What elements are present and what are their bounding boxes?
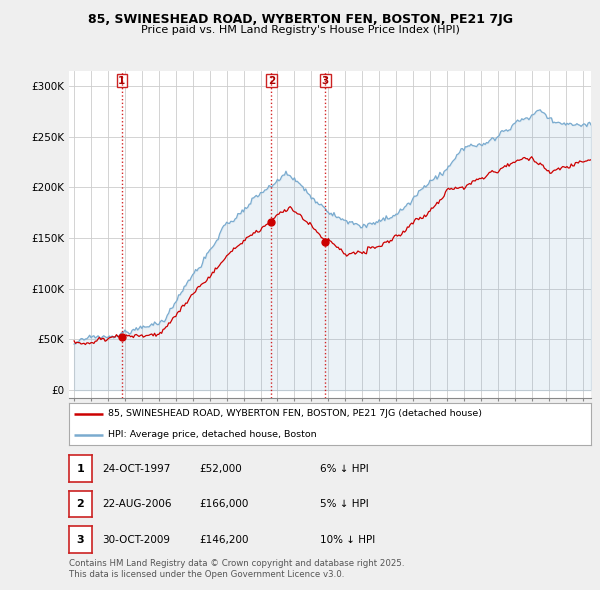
- Text: 3: 3: [77, 535, 84, 545]
- Text: 5% ↓ HPI: 5% ↓ HPI: [320, 499, 368, 509]
- Text: 85, SWINESHEAD ROAD, WYBERTON FEN, BOSTON, PE21 7JG: 85, SWINESHEAD ROAD, WYBERTON FEN, BOSTO…: [88, 13, 512, 26]
- Text: £146,200: £146,200: [200, 535, 250, 545]
- Text: £52,000: £52,000: [200, 464, 242, 474]
- Text: 1: 1: [77, 464, 84, 474]
- Text: 10% ↓ HPI: 10% ↓ HPI: [320, 535, 375, 545]
- Text: 2: 2: [77, 499, 84, 509]
- Text: 85, SWINESHEAD ROAD, WYBERTON FEN, BOSTON, PE21 7JG (detached house): 85, SWINESHEAD ROAD, WYBERTON FEN, BOSTO…: [108, 409, 482, 418]
- Text: 6% ↓ HPI: 6% ↓ HPI: [320, 464, 368, 474]
- Text: 24-OCT-1997: 24-OCT-1997: [103, 464, 171, 474]
- Text: 22-AUG-2006: 22-AUG-2006: [103, 499, 172, 509]
- Text: Price paid vs. HM Land Registry's House Price Index (HPI): Price paid vs. HM Land Registry's House …: [140, 25, 460, 35]
- Text: 2: 2: [268, 76, 275, 86]
- Text: 30-OCT-2009: 30-OCT-2009: [103, 535, 170, 545]
- Text: Contains HM Land Registry data © Crown copyright and database right 2025.
This d: Contains HM Land Registry data © Crown c…: [69, 559, 404, 579]
- Text: 1: 1: [118, 76, 125, 86]
- Text: £166,000: £166,000: [200, 499, 249, 509]
- Text: 3: 3: [322, 76, 329, 86]
- Text: HPI: Average price, detached house, Boston: HPI: Average price, detached house, Bost…: [108, 430, 317, 440]
